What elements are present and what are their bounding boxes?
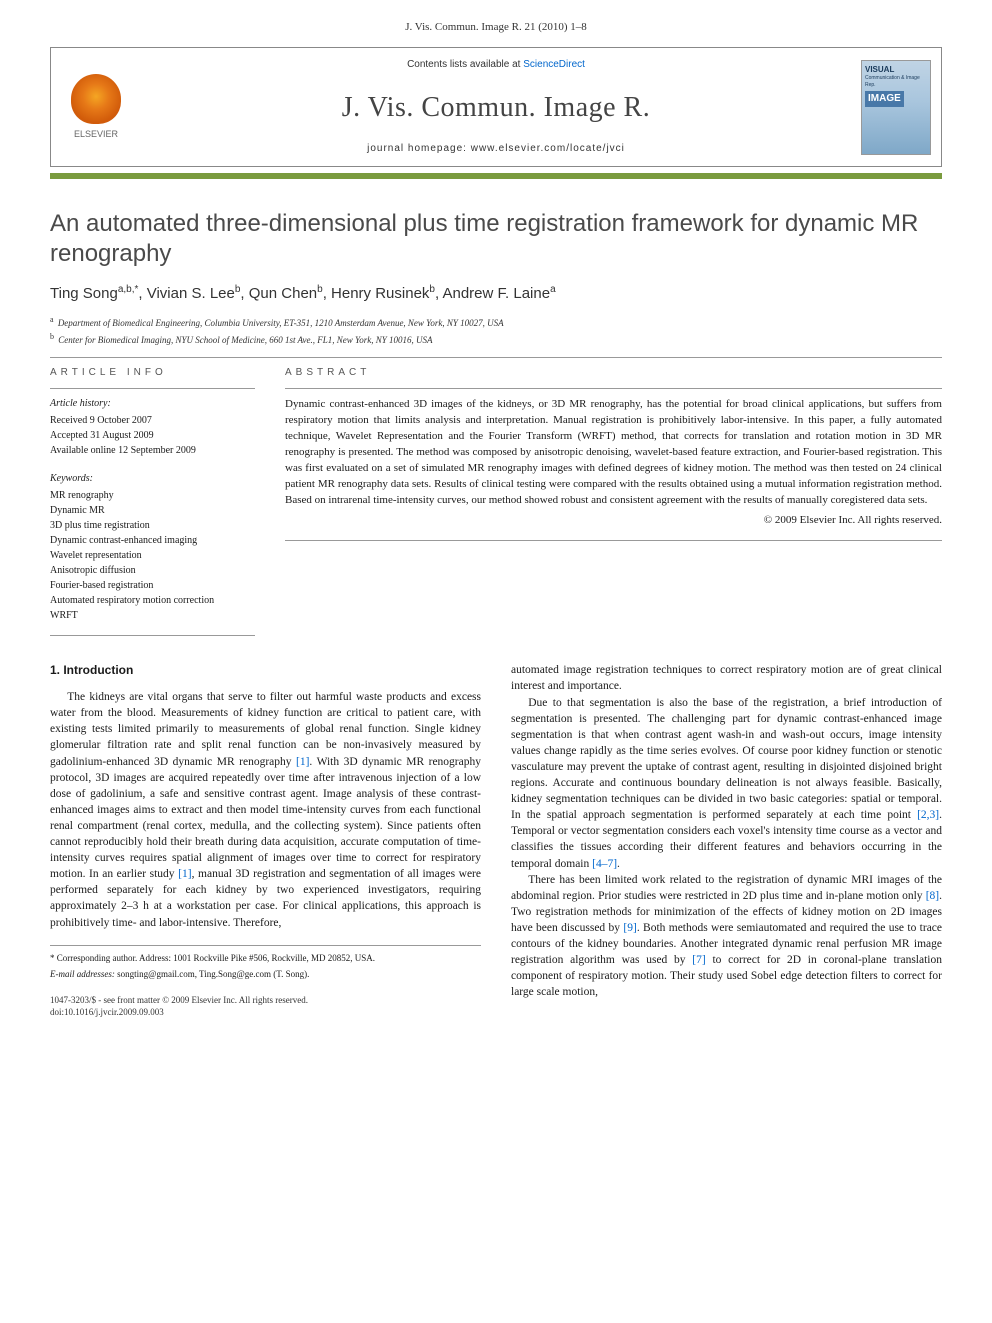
journal-reference: J. Vis. Commun. Image R. 21 (2010) 1–8 xyxy=(50,20,942,35)
history-item: Available online 12 September 2009 xyxy=(50,443,255,458)
rule-above-info xyxy=(50,357,942,358)
right-paragraphs: automated image registration techniques … xyxy=(511,662,942,1000)
contents-prefix: Contents lists available at xyxy=(407,59,523,70)
article-info-label: ARTICLE INFO xyxy=(50,366,255,380)
abstract-rule-bot xyxy=(285,540,942,541)
abstract-column: ABSTRACT Dynamic contrast-enhanced 3D im… xyxy=(285,366,942,636)
keyword-item: WRFT xyxy=(50,608,255,623)
keywords-label: Keywords: xyxy=(50,472,255,486)
corresponding-author-note: * Corresponding author. Address: 1001 Ro… xyxy=(50,952,481,966)
article-title: An automated three-dimensional plus time… xyxy=(50,209,942,269)
publisher-name: ELSEVIER xyxy=(74,128,118,141)
keywords-block: Keywords: MR renographyDynamic MR3D plus… xyxy=(50,472,255,623)
keyword-item: Automated respiratory motion correction xyxy=(50,593,255,608)
history-label: Article history: xyxy=(50,397,255,411)
abstract-rule-top xyxy=(285,388,942,389)
left-column: 1. Introduction The kidneys are vital or… xyxy=(50,662,481,1018)
journal-homepage: journal homepage: www.elsevier.com/locat… xyxy=(149,142,843,156)
accent-bar xyxy=(50,173,942,179)
keyword-item: Dynamic MR xyxy=(50,503,255,518)
front-matter-line: 1047-3203/$ - see front matter © 2009 El… xyxy=(50,994,481,1007)
doi-block: 1047-3203/$ - see front matter © 2009 El… xyxy=(50,994,481,1019)
header-center: Contents lists available at ScienceDirec… xyxy=(141,48,851,166)
affiliation: b Center for Biomedical Imaging, NYU Sch… xyxy=(50,331,942,348)
cover-text-visual: VISUAL xyxy=(865,64,927,75)
homepage-prefix: journal homepage: xyxy=(367,143,471,154)
keyword-item: Wavelet representation xyxy=(50,548,255,563)
article-info-column: ARTICLE INFO Article history: Received 9… xyxy=(50,366,255,636)
authors-line: Ting Songa,b,*, Vivian S. Leeb, Qun Chen… xyxy=(50,283,942,304)
history-item: Accepted 31 August 2009 xyxy=(50,428,255,443)
body-paragraph: There has been limited work related to t… xyxy=(511,872,942,1001)
abstract-label: ABSTRACT xyxy=(285,366,942,380)
info-abstract-row: ARTICLE INFO Article history: Received 9… xyxy=(50,366,942,636)
journal-cover: VISUAL Communication & Image Rep. IMAGE xyxy=(861,60,931,155)
contents-available: Contents lists available at ScienceDirec… xyxy=(149,58,843,72)
doi-line: doi:10.1016/j.jvcir.2009.09.003 xyxy=(50,1006,481,1019)
left-paragraphs: The kidneys are vital organs that serve … xyxy=(50,689,481,930)
history-item: Received 9 October 2007 xyxy=(50,413,255,428)
copyright-line: © 2009 Elsevier Inc. All rights reserved… xyxy=(285,513,942,528)
abstract-text: Dynamic contrast-enhanced 3D images of t… xyxy=(285,397,942,509)
footnotes: * Corresponding author. Address: 1001 Ro… xyxy=(50,945,481,982)
keywords-list: MR renographyDynamic MR3D plus time regi… xyxy=(50,488,255,623)
keyword-item: Dynamic contrast-enhanced imaging xyxy=(50,533,255,548)
affiliation: a Department of Biomedical Engineering, … xyxy=(50,314,942,331)
journal-cover-block: VISUAL Communication & Image Rep. IMAGE xyxy=(851,48,941,166)
cover-subtitle: Communication & Image Rep. xyxy=(865,75,927,89)
email-addresses: songting@gmail.com, Ting.Song@ge.com (T.… xyxy=(117,969,309,979)
affiliations: a Department of Biomedical Engineering, … xyxy=(50,314,942,347)
email-label: E-mail addresses: xyxy=(50,969,115,979)
journal-name: J. Vis. Commun. Image R. xyxy=(149,88,843,127)
cover-text-image: IMAGE xyxy=(865,91,904,107)
keyword-item: Anisotropic diffusion xyxy=(50,563,255,578)
right-column: automated image registration techniques … xyxy=(511,662,942,1018)
body-paragraph: automated image registration techniques … xyxy=(511,662,942,694)
body-paragraph: The kidneys are vital organs that serve … xyxy=(50,689,481,930)
keyword-item: MR renography xyxy=(50,488,255,503)
info-rule-bot xyxy=(50,635,255,636)
email-note: E-mail addresses: songting@gmail.com, Ti… xyxy=(50,968,481,982)
journal-header: ELSEVIER Contents lists available at Sci… xyxy=(50,47,942,167)
keyword-item: 3D plus time registration xyxy=(50,518,255,533)
body-columns: 1. Introduction The kidneys are vital or… xyxy=(50,662,942,1018)
body-paragraph: Due to that segmentation is also the bas… xyxy=(511,695,942,872)
publisher-logo-block: ELSEVIER xyxy=(51,48,141,166)
info-rule-top xyxy=(50,388,255,389)
elsevier-tree-icon xyxy=(71,74,121,124)
intro-heading: 1. Introduction xyxy=(50,662,481,679)
history-list: Received 9 October 2007Accepted 31 Augus… xyxy=(50,413,255,458)
homepage-url[interactable]: www.elsevier.com/locate/jvci xyxy=(471,143,625,154)
keyword-item: Fourier-based registration xyxy=(50,578,255,593)
sciencedirect-link[interactable]: ScienceDirect xyxy=(523,59,585,70)
